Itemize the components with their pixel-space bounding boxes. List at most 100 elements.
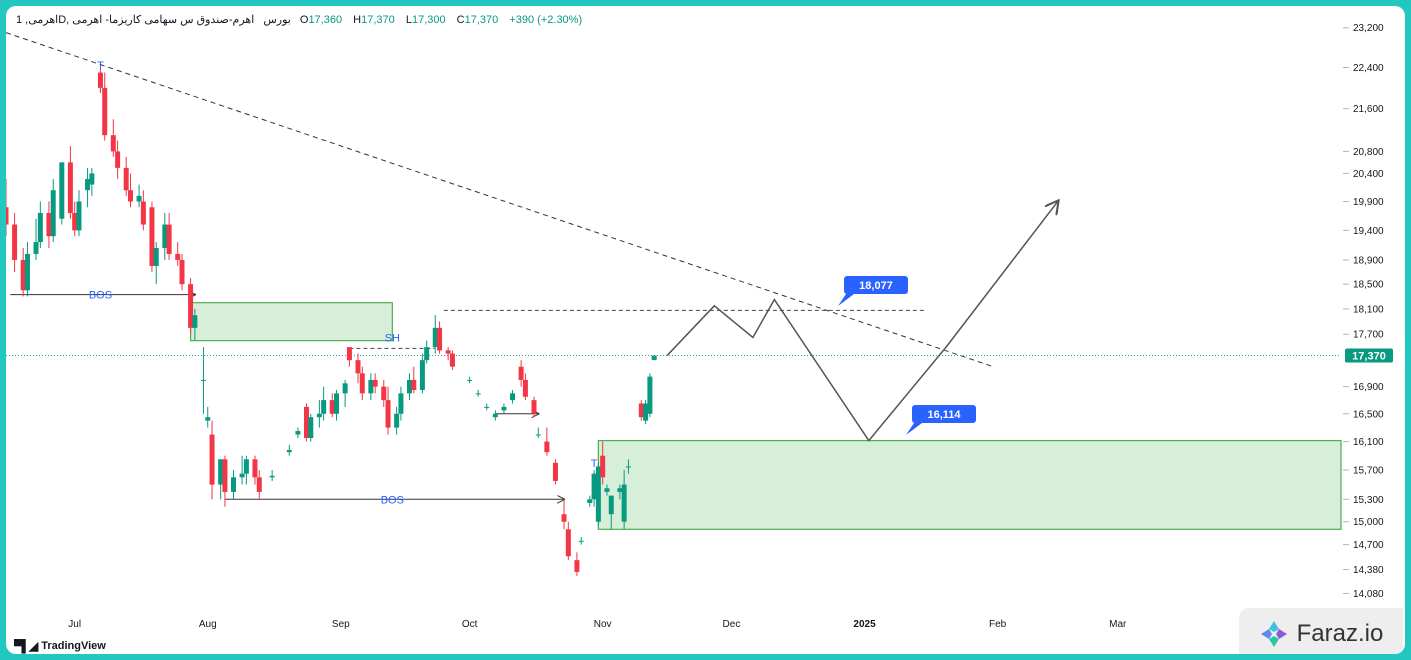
candle-body [394, 413, 400, 428]
candle-body [449, 353, 455, 367]
faraz-logo-icon [1260, 621, 1287, 647]
candle-body [329, 400, 335, 414]
x-tick-label: Aug [199, 619, 217, 630]
demand-zone [597, 439, 1342, 530]
legend-low-label: L [405, 14, 412, 26]
candle-body [67, 162, 73, 213]
candle-body [188, 284, 194, 328]
candle [578, 536, 584, 545]
candle [600, 441, 606, 485]
legend-low-value: 17,300 [411, 14, 446, 26]
candle-body [608, 495, 614, 515]
y-tick-label: 19,900 [1353, 197, 1384, 208]
candle-body [621, 484, 627, 522]
x-tick-label: 2025 [853, 619, 876, 630]
candle-body [334, 393, 340, 414]
price-chart[interactable]: 23,200 22,400 21,600 20,800 20,400 19,900 19,4… [6, 6, 1405, 654]
candle [643, 400, 649, 425]
candle [651, 355, 657, 361]
candle-body [127, 190, 133, 202]
candle [518, 360, 524, 387]
candle-body [484, 406, 490, 408]
x-tick-label: Feb [989, 619, 1007, 630]
y-tick-label: 18,900 [1353, 255, 1384, 266]
candle-body [33, 242, 39, 254]
candle [394, 406, 400, 435]
candle [149, 201, 155, 272]
candle-body [574, 560, 580, 572]
candle-body [200, 379, 206, 381]
candle-body [153, 248, 159, 266]
candle-body [24, 253, 30, 291]
candle-body [192, 315, 198, 328]
candle-body [136, 195, 142, 202]
candle [432, 315, 438, 354]
candle-body [166, 224, 172, 254]
faraz-watermark: Faraz.io [1239, 608, 1403, 654]
y-tick-label: 14,380 [1353, 565, 1384, 576]
candle-body [372, 379, 378, 387]
candle-body [85, 178, 91, 191]
candle [256, 470, 262, 500]
candle-body [531, 400, 537, 414]
candle [617, 484, 623, 500]
candle-body [578, 540, 584, 542]
candle-body [149, 207, 155, 266]
candle [110, 119, 116, 157]
candle [595, 462, 601, 526]
candle [140, 190, 146, 231]
candle-body [256, 477, 262, 492]
candle [59, 162, 65, 225]
price-label-box [912, 405, 976, 423]
candle [355, 353, 361, 384]
tradingview-logo[interactable]: ▀▌◢ TradingView [14, 639, 106, 653]
candle [544, 427, 550, 456]
x-tick-label: Jul [68, 619, 81, 630]
candle [97, 67, 103, 94]
candle-body [6, 207, 9, 225]
y-tick-label: 22,400 [1353, 63, 1384, 74]
candle-body [522, 379, 528, 397]
candle [252, 455, 258, 485]
candle [475, 389, 481, 397]
current-price-tag: 17,370 [1345, 348, 1393, 363]
candle-body [239, 473, 245, 478]
y-tick-label: 16,500 [1353, 409, 1384, 420]
candle [153, 242, 159, 285]
candle [561, 499, 567, 530]
candle [346, 347, 352, 367]
watermark-text: Faraz.io [1296, 620, 1384, 647]
price-label-tag: 16,114 [906, 405, 976, 435]
candle [20, 248, 26, 297]
candle-body [115, 151, 121, 168]
candle-body [12, 224, 18, 260]
candle-body [209, 434, 215, 485]
annotation-t: T [591, 458, 598, 470]
legend-fund-name: اهرم-صندوق س سهامی کاریزما- اهرمی [72, 14, 255, 26]
candle-body [385, 400, 391, 428]
candle-body [102, 87, 108, 136]
candle [162, 212, 168, 260]
candle-body [110, 135, 116, 152]
candle-body [231, 477, 237, 492]
candle [188, 278, 194, 335]
y-tick-label: 18,500 [1353, 280, 1384, 291]
candle-body [218, 459, 224, 485]
tradingview-text: TradingView [41, 640, 106, 652]
price-label-text: 16,114 [927, 409, 961, 421]
candle [381, 379, 387, 407]
y-tick-label: 14,080 [1353, 589, 1384, 600]
candle [329, 393, 335, 418]
y-tick-label: 15,300 [1353, 495, 1384, 506]
candle [647, 373, 653, 418]
y-tick-label: 18,100 [1353, 304, 1384, 315]
candle-body [432, 327, 438, 348]
price-label-pointer [906, 423, 922, 435]
candle [445, 347, 451, 361]
candle [175, 242, 181, 266]
candle-body [368, 379, 374, 394]
candle [218, 459, 224, 500]
candle [608, 495, 614, 530]
candle-body [342, 383, 348, 394]
candle-body [222, 459, 228, 492]
